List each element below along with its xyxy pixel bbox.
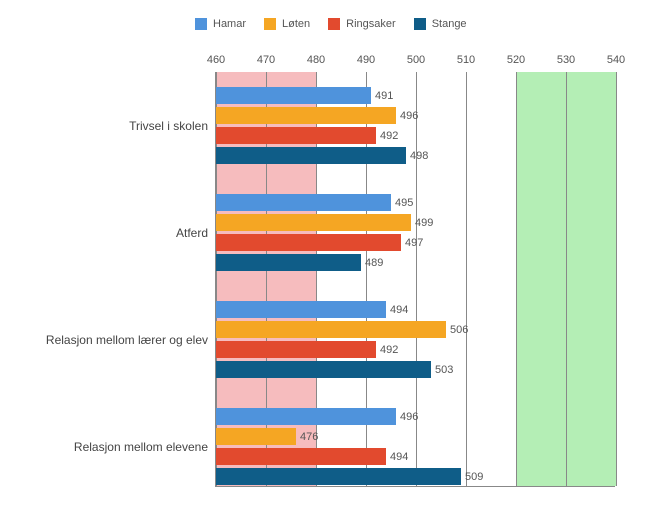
- bar-value-label: 497: [405, 237, 423, 249]
- x-tick-label: 470: [257, 54, 275, 66]
- bar: [216, 321, 446, 338]
- category-label: Relasjon mellom lærer og elev: [46, 333, 208, 347]
- x-tick-label: 540: [607, 54, 625, 66]
- bar-value-label: 489: [365, 257, 383, 269]
- legend-swatch: [414, 18, 426, 30]
- chart-container: HamarLøtenRingsakerStange 46047048049050…: [0, 0, 660, 506]
- bar: [216, 214, 411, 231]
- gridline: [416, 72, 417, 486]
- bar: [216, 428, 296, 445]
- legend: Hamar Løten Ringsaker Stange: [195, 18, 467, 30]
- bar: [216, 408, 396, 425]
- category-label: Relasjon mellom elevene: [74, 440, 208, 454]
- plot-area: 460470480490500510520530540Trivsel i sko…: [215, 72, 615, 487]
- bar: [216, 194, 391, 211]
- bar-value-label: 503: [435, 364, 453, 376]
- bar-value-label: 494: [390, 451, 408, 463]
- bar: [216, 234, 401, 251]
- x-tick-label: 530: [557, 54, 575, 66]
- bar: [216, 301, 386, 318]
- bar-value-label: 506: [450, 324, 468, 336]
- gridline: [616, 72, 617, 486]
- legend-item: Hamar: [195, 18, 246, 30]
- bar: [216, 87, 371, 104]
- bar-value-label: 496: [400, 110, 418, 122]
- bar-value-label: 496: [400, 411, 418, 423]
- gridline: [466, 72, 467, 486]
- legend-swatch: [195, 18, 207, 30]
- bar-value-label: 499: [415, 217, 433, 229]
- x-tick-label: 480: [307, 54, 325, 66]
- legend-swatch: [328, 18, 340, 30]
- x-tick-label: 520: [507, 54, 525, 66]
- legend-label: Ringsaker: [346, 18, 396, 30]
- bar-value-label: 509: [465, 471, 483, 483]
- category-label: Trivsel i skolen: [129, 119, 208, 133]
- legend-label: Løten: [282, 18, 310, 30]
- bar: [216, 254, 361, 271]
- legend-item: Ringsaker: [328, 18, 396, 30]
- bar: [216, 341, 376, 358]
- bar-value-label: 495: [395, 197, 413, 209]
- legend-label: Hamar: [213, 18, 246, 30]
- bar: [216, 107, 396, 124]
- bar-value-label: 498: [410, 150, 428, 162]
- x-tick-label: 460: [207, 54, 225, 66]
- gridline: [516, 72, 517, 486]
- legend-item: Løten: [264, 18, 310, 30]
- bar-value-label: 476: [300, 431, 318, 443]
- legend-label: Stange: [432, 18, 467, 30]
- x-tick-label: 500: [407, 54, 425, 66]
- bar: [216, 127, 376, 144]
- bar: [216, 468, 461, 485]
- category-label: Atferd: [176, 226, 208, 240]
- bar-value-label: 494: [390, 304, 408, 316]
- bar-value-label: 492: [380, 130, 398, 142]
- legend-item: Stange: [414, 18, 467, 30]
- x-tick-label: 510: [457, 54, 475, 66]
- bar-value-label: 492: [380, 344, 398, 356]
- bar: [216, 147, 406, 164]
- bar: [216, 448, 386, 465]
- bar: [216, 361, 431, 378]
- gridline: [566, 72, 567, 486]
- x-tick-label: 490: [357, 54, 375, 66]
- bar-value-label: 491: [375, 90, 393, 102]
- legend-swatch: [264, 18, 276, 30]
